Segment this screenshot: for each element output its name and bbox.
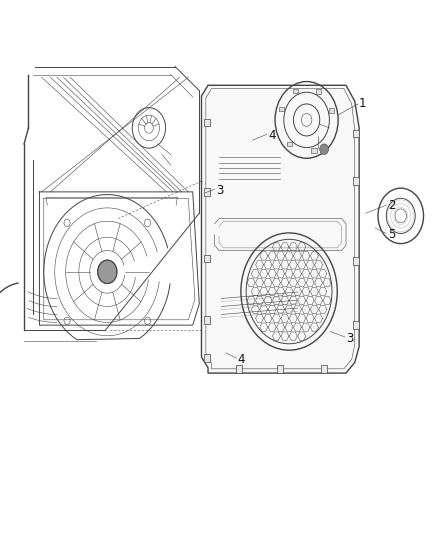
- FancyBboxPatch shape: [353, 130, 359, 137]
- Text: 4: 4: [268, 130, 276, 142]
- FancyBboxPatch shape: [353, 177, 359, 185]
- FancyBboxPatch shape: [279, 107, 284, 111]
- FancyBboxPatch shape: [329, 108, 334, 112]
- FancyBboxPatch shape: [311, 149, 317, 153]
- FancyBboxPatch shape: [316, 90, 321, 94]
- FancyBboxPatch shape: [353, 257, 359, 265]
- Text: 1: 1: [359, 98, 367, 110]
- Text: 3: 3: [216, 184, 223, 197]
- Circle shape: [98, 260, 117, 284]
- FancyBboxPatch shape: [204, 316, 210, 324]
- FancyBboxPatch shape: [353, 321, 359, 329]
- FancyBboxPatch shape: [236, 365, 242, 373]
- FancyBboxPatch shape: [204, 354, 210, 362]
- FancyBboxPatch shape: [204, 188, 210, 196]
- FancyBboxPatch shape: [293, 88, 298, 93]
- FancyBboxPatch shape: [287, 142, 292, 146]
- FancyBboxPatch shape: [277, 365, 283, 373]
- FancyBboxPatch shape: [204, 119, 210, 126]
- Polygon shape: [201, 85, 359, 373]
- FancyBboxPatch shape: [321, 365, 327, 373]
- Text: 2: 2: [388, 199, 395, 212]
- Text: 3: 3: [346, 332, 353, 345]
- FancyBboxPatch shape: [204, 255, 210, 262]
- Circle shape: [320, 144, 328, 155]
- Text: 4: 4: [238, 353, 245, 366]
- Text: 5: 5: [388, 228, 395, 241]
